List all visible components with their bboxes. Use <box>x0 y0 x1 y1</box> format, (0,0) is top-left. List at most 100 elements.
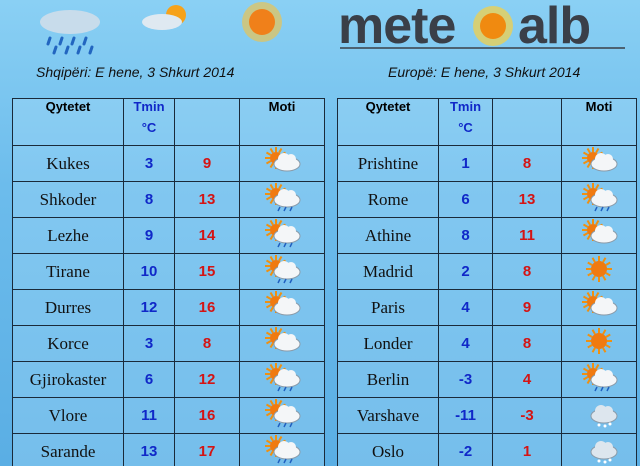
data-row: Paris 4 9 <box>337 289 637 326</box>
tmin-cell: 1 <box>438 145 493 182</box>
weather-icon <box>582 183 618 212</box>
city-cell: Lezhe <box>12 217 124 254</box>
weather-icon <box>590 441 618 464</box>
data-row: Durres 12 16 <box>12 289 325 326</box>
icon-cell <box>561 217 637 254</box>
tmax-cell: 8 <box>492 325 562 362</box>
tmin-cell: 6 <box>438 181 493 218</box>
tmax-cell: 13 <box>492 181 562 218</box>
city-cell: Kukes <box>12 145 124 182</box>
city-cell: Shkoder <box>12 181 124 218</box>
data-row: Prishtine 1 8 <box>337 145 637 182</box>
icon-cell <box>239 217 325 254</box>
tmax-cell: 16 <box>174 397 240 434</box>
data-row: Oslo -2 1 <box>337 433 637 466</box>
tmin-cell: 10 <box>123 253 175 290</box>
header-cell <box>174 98 240 146</box>
data-row: Berlin -3 4 <box>337 361 637 398</box>
data-row: Sarande 13 17 <box>12 433 325 466</box>
sun-cloud-icon <box>142 5 186 30</box>
data-row: Vlore 11 16 <box>12 397 325 434</box>
subtitle: Shqipëri: E hene, 3 Shkurt 2014 <box>36 64 235 80</box>
tmax-cell: 8 <box>492 145 562 182</box>
city-cell: Oslo <box>337 433 439 466</box>
tmin-cell: 8 <box>438 217 493 254</box>
data-row: Gjirokaster 6 12 <box>12 361 325 398</box>
data-row: Shkoder 8 13 <box>12 181 325 218</box>
icon-cell <box>239 145 325 182</box>
city-cell: Sarande <box>12 433 124 466</box>
icon-cell <box>561 289 637 326</box>
city-cell: Paris <box>337 289 439 326</box>
header-cell <box>492 98 562 146</box>
weather-table: Qytetet Tmin °C Moti Prishtine 1 8 Rome 6 13 Athin… <box>337 98 637 466</box>
tmin-cell: 4 <box>438 289 493 326</box>
icon-cell <box>561 181 637 218</box>
icon-cell <box>239 181 325 218</box>
header-cell: Moti <box>239 98 325 146</box>
tmax-cell: 17 <box>174 433 240 466</box>
weather-icon <box>590 405 618 428</box>
data-row: Londer 4 8 <box>337 325 637 362</box>
city-cell: Tirane <box>12 253 124 290</box>
header-cell: Tmin °C <box>123 98 175 146</box>
tmax-cell: 9 <box>492 289 562 326</box>
city-cell: Athine <box>337 217 439 254</box>
tmin-cell: -11 <box>438 397 493 434</box>
weather-icon <box>265 255 301 284</box>
header-cell: Qytetet <box>337 98 439 146</box>
icon-cell <box>561 253 637 290</box>
tmin-cell: 3 <box>123 325 175 362</box>
data-row: Lezhe 9 14 <box>12 217 325 254</box>
weather-icon <box>265 363 301 392</box>
tmin-cell: 2 <box>438 253 493 290</box>
data-row: Varshave -11 -3 <box>337 397 637 434</box>
data-row: Tirane 10 15 <box>12 253 325 290</box>
weather-icon <box>265 435 301 464</box>
tmax-cell: 16 <box>174 289 240 326</box>
subtitle: Europë: E hene, 3 Shkurt 2014 <box>388 64 581 80</box>
weather-table: Qytetet Tmin °C Moti Kukes 3 9 Shkoder 8 13 Lezhe 9… <box>12 98 325 466</box>
data-row: Athine 8 11 <box>337 217 637 254</box>
tmax-cell: 13 <box>174 181 240 218</box>
tmin-cell: 8 <box>123 181 175 218</box>
tmin-cell: 11 <box>123 397 175 434</box>
header-row: Qytetet Tmin °C Moti <box>337 98 637 146</box>
icon-cell <box>561 361 637 398</box>
data-row: Madrid 2 8 <box>337 253 637 290</box>
rain-icon <box>40 10 100 55</box>
header-cell: Moti <box>561 98 637 146</box>
icon-cell <box>239 289 325 326</box>
data-row: Korce 3 8 <box>12 325 325 362</box>
tmax-cell: -3 <box>492 397 562 434</box>
weather-icon <box>582 291 618 316</box>
tmax-cell: 8 <box>174 325 240 362</box>
city-cell: Prishtine <box>337 145 439 182</box>
tmin-cell: 6 <box>123 361 175 398</box>
tmin-cell: 4 <box>438 325 493 362</box>
weather-icon <box>586 256 612 282</box>
icon-cell <box>561 397 637 434</box>
weather-icon <box>586 328 612 354</box>
city-cell: Vlore <box>12 397 124 434</box>
weather-icon <box>582 147 618 172</box>
tmin-cell: -3 <box>438 361 493 398</box>
city-cell: Durres <box>12 289 124 326</box>
icon-cell <box>561 325 637 362</box>
header-row: Qytetet Tmin °C Moti <box>12 98 325 146</box>
city-cell: Rome <box>337 181 439 218</box>
city-cell: Berlin <box>337 361 439 398</box>
weather-icon <box>265 291 301 316</box>
tmax-cell: 9 <box>174 145 240 182</box>
tmax-cell: 15 <box>174 253 240 290</box>
tmax-cell: 1 <box>492 433 562 466</box>
tmin-cell: 12 <box>123 289 175 326</box>
weather-icon <box>265 147 301 172</box>
header-text: Tmin <box>133 99 165 114</box>
weather-icon <box>582 363 618 392</box>
icon-cell <box>239 397 325 434</box>
tmin-cell: 9 <box>123 217 175 254</box>
header-art <box>40 2 625 55</box>
weather-icon <box>265 327 301 352</box>
